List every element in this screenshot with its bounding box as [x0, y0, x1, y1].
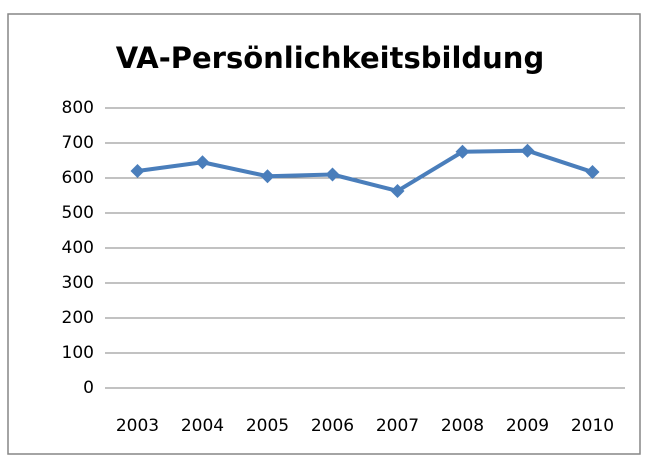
y-tick-label: 0: [83, 378, 94, 398]
y-tick-label: 400: [62, 238, 94, 258]
data-point: [195, 155, 210, 170]
data-point: [585, 165, 600, 180]
chart-title: VA-Persönlichkeitsbildung: [116, 41, 544, 75]
x-tick-label: 2010: [571, 416, 614, 436]
y-tick-label: 800: [62, 98, 94, 118]
x-tick-label: 2008: [441, 416, 484, 436]
y-tick-label: 100: [62, 343, 94, 363]
chart-border: [7, 13, 641, 455]
y-tick-label: 500: [62, 203, 94, 223]
x-tick-label: 2004: [181, 416, 224, 436]
y-tick-label: 700: [62, 133, 94, 153]
data-point: [520, 143, 535, 158]
data-line: [137, 148, 594, 193]
y-tick-label: 600: [62, 168, 94, 188]
y-tick-label: 200: [62, 308, 94, 328]
data-point: [390, 183, 405, 198]
x-tick-label: 2007: [376, 416, 419, 436]
x-tick-label: 2005: [246, 416, 289, 436]
data-point: [260, 169, 275, 184]
y-tick-label: 300: [62, 273, 94, 293]
data-point: [455, 144, 470, 159]
x-tick-label: 2006: [311, 416, 354, 436]
x-tick-label: 2003: [116, 416, 159, 436]
data-point: [325, 167, 340, 182]
x-tick-label: 2009: [506, 416, 549, 436]
data-point: [130, 164, 145, 178]
